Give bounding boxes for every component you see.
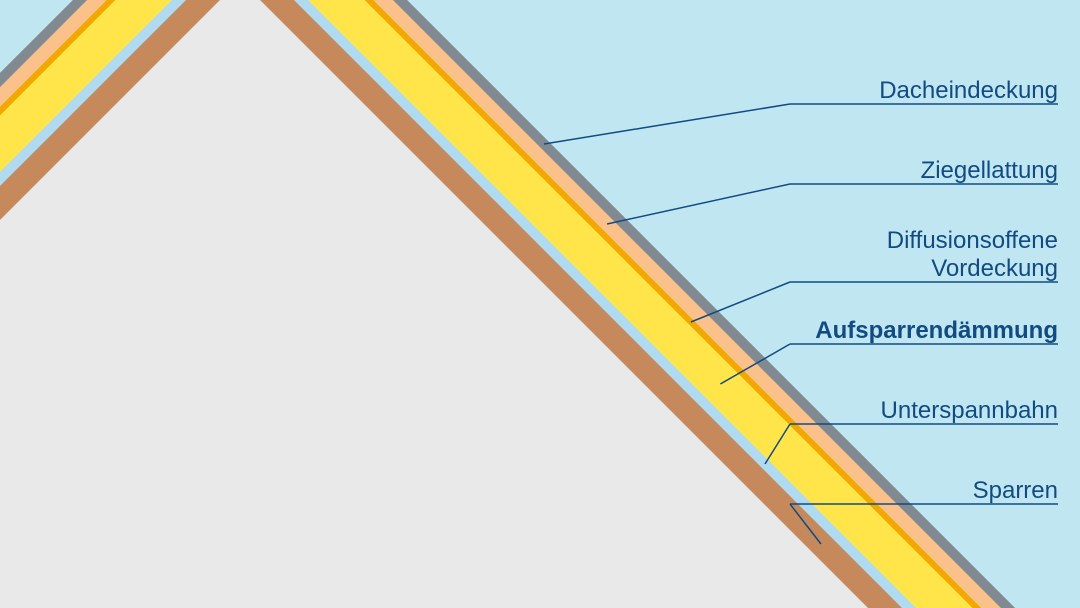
label-daemmung-text: Aufsparrendämmung (815, 317, 1058, 344)
roof-diagram: Dacheindeckung Ziegellattung Diffusionsoff… (0, 0, 1080, 608)
label-ziegel-text: Ziegellattung (921, 157, 1058, 184)
label-unterspann-text: Unterspannbahn (881, 397, 1058, 424)
label-sparren-text: Sparren (973, 477, 1058, 504)
label-vordeckung-text: Vordeckung (931, 255, 1058, 282)
label-vordeckung-text: Diffusionsoffene (887, 227, 1058, 254)
label-eindeckung-text: Dacheindeckung (879, 77, 1058, 104)
